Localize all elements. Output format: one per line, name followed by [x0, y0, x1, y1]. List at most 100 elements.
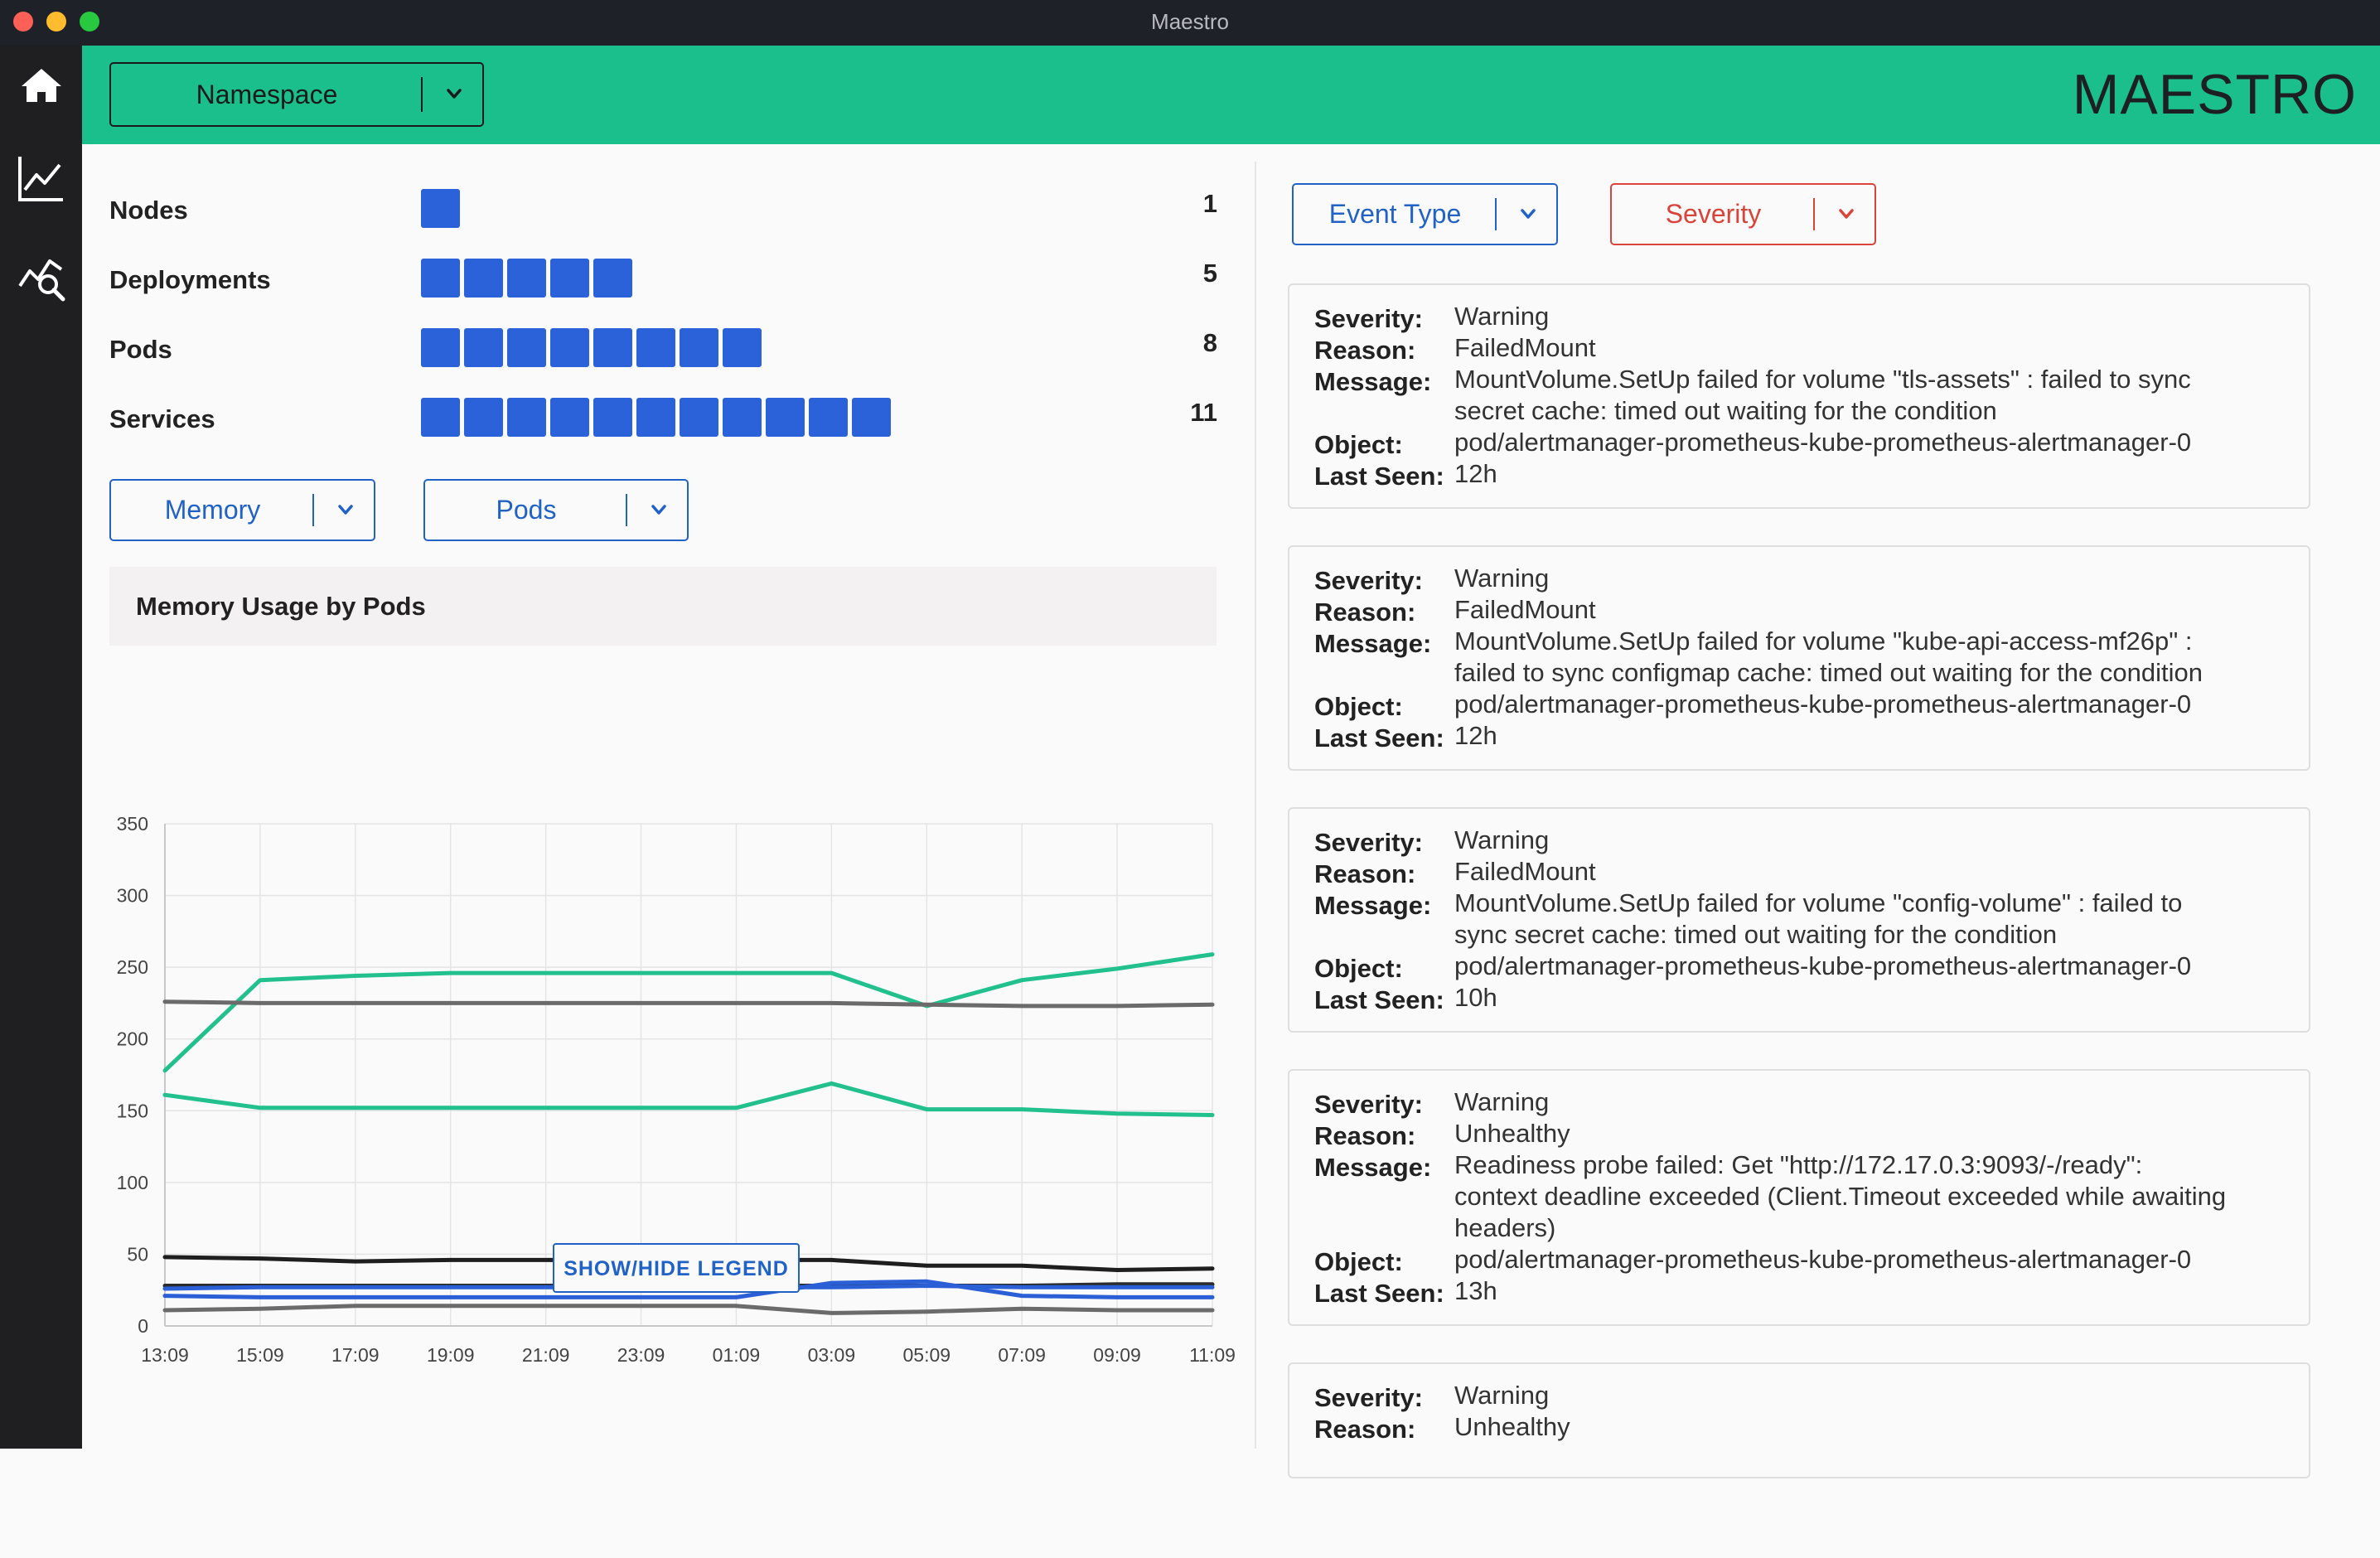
stat-count-nodes: 1 — [1202, 189, 1217, 218]
event-message-key: Message: — [1314, 629, 1432, 658]
event-message-line: MountVolume.SetUp failed for volume "con… — [1454, 888, 2183, 917]
count-block — [421, 398, 460, 437]
y-tick-label: 0 — [138, 1315, 148, 1337]
event-reason-key: Reason: — [1314, 598, 1416, 627]
event-object-value: pod/alertmanager-prometheus-kube-prometh… — [1454, 428, 2192, 457]
dropdown-separator — [1813, 198, 1815, 230]
minimize-window-button[interactable] — [46, 12, 66, 31]
show-hide-legend-button[interactable]: SHOW/HIDE LEGEND — [553, 1243, 800, 1293]
count-block — [593, 398, 632, 437]
x-tick-label: 21:09 — [522, 1344, 570, 1366]
x-tick-label: 07:09 — [998, 1344, 1046, 1366]
count-block — [421, 259, 460, 298]
event-message-line: failed to sync configmap cache: timed ou… — [1454, 658, 2203, 687]
severity-dropdown-label: Severity — [1665, 199, 1762, 229]
window-titlebar: Maestro — [0, 0, 2380, 46]
series-line — [162, 1279, 1215, 1299]
brand-logo: MAESTRO — [2072, 63, 2357, 126]
y-tick-label: 250 — [117, 956, 148, 978]
event-message-line: sync secret cache: timed out waiting for… — [1454, 920, 2058, 949]
count-block — [852, 398, 891, 437]
chart-header: Memory Usage by Pods — [109, 567, 1217, 646]
pane-divider — [1255, 162, 1256, 1449]
chart-title: Memory Usage by Pods — [136, 592, 426, 621]
x-tick-label: 09:09 — [1093, 1344, 1141, 1366]
sidebar-item-home[interactable] — [17, 60, 66, 110]
event-card: Severity: Warning Reason: FailedMount Me… — [1288, 283, 2310, 509]
stat-blocks-pods — [421, 328, 762, 368]
count-block — [464, 398, 503, 437]
stat-blocks-deployments — [421, 259, 632, 298]
scope-dropdown-label: Pods — [496, 495, 557, 525]
namespace-dropdown[interactable]: Namespace — [109, 62, 484, 127]
chevron-down-icon — [447, 89, 462, 99]
event-type-dropdown[interactable]: Event Type — [1292, 183, 1558, 245]
count-block — [507, 259, 546, 298]
x-tick-label: 05:09 — [902, 1344, 951, 1366]
count-block — [636, 328, 675, 367]
stat-label-pods: Pods — [109, 335, 172, 364]
event-last-seen-value: 12h — [1454, 459, 1497, 488]
count-block — [593, 328, 632, 367]
top-bar: Namespace MAESTRO — [82, 46, 2380, 144]
event-message-key: Message: — [1314, 1153, 1432, 1182]
stat-label-nodes: Nodes — [109, 196, 188, 225]
event-reason-key: Reason: — [1314, 859, 1416, 888]
stat-count-deployments: 5 — [1202, 259, 1217, 288]
event-message-key: Message: — [1314, 367, 1432, 396]
event-message-line: Readiness probe failed: Get "http://172.… — [1454, 1150, 2143, 1179]
series-line — [162, 999, 1215, 1009]
dropdown-separator — [312, 494, 314, 526]
event-reason-value: FailedMount — [1454, 333, 1596, 362]
event-severity-value: Warning — [1454, 564, 1550, 593]
event-object-key: Object: — [1314, 954, 1403, 983]
stat-count-pods: 8 — [1202, 328, 1217, 357]
chart-search-icon — [18, 259, 65, 302]
severity-dropdown[interactable]: Severity — [1610, 183, 1876, 245]
event-severity-value: Warning — [1454, 302, 1550, 331]
metric-dropdown[interactable]: Memory — [109, 479, 375, 541]
stat-blocks-services — [421, 398, 891, 438]
x-tick-label: 11:09 — [1189, 1344, 1236, 1366]
event-object-key: Object: — [1314, 692, 1403, 721]
event-object-value: pod/alertmanager-prometheus-kube-prometh… — [1454, 951, 2192, 980]
x-tick-label: 13:09 — [141, 1344, 189, 1366]
event-card: Severity: Warning Reason: Unhealthy — [1288, 1362, 2310, 1478]
x-tick-label: 01:09 — [713, 1344, 761, 1366]
event-object-key: Object: — [1314, 1247, 1403, 1276]
chevron-down-icon — [651, 505, 666, 515]
cluster-overview-panel: Nodes 1 Deployments 5 Pods 8 Services 11… — [82, 144, 1255, 1449]
x-tick-label: 17:09 — [331, 1344, 380, 1366]
home-icon — [22, 69, 61, 102]
event-last-seen-key: Last Seen: — [1314, 462, 1444, 491]
sidebar-item-metrics[interactable] — [17, 153, 66, 203]
count-block — [636, 398, 675, 437]
scope-dropdown[interactable]: Pods — [423, 479, 689, 541]
count-block — [464, 328, 503, 367]
sidebar-item-analysis[interactable] — [17, 253, 66, 302]
maximize-window-button[interactable] — [80, 12, 99, 31]
event-card: Severity: Warning Reason: FailedMount Me… — [1288, 545, 2310, 771]
close-window-button[interactable] — [13, 12, 33, 31]
event-severity-value: Warning — [1454, 1087, 1550, 1116]
stat-label-deployments: Deployments — [109, 265, 271, 294]
event-card: Severity: Warning Reason: Unhealthy Mess… — [1288, 1069, 2310, 1326]
y-tick-label: 350 — [117, 813, 148, 835]
series-line — [162, 1304, 1215, 1315]
event-last-seen-value: 10h — [1454, 983, 1497, 1012]
event-last-seen-value: 13h — [1454, 1276, 1497, 1305]
count-block — [593, 259, 632, 298]
event-severity-key: Severity: — [1314, 1383, 1423, 1412]
count-block — [550, 259, 589, 298]
chevron-down-icon — [1839, 209, 1854, 219]
event-message-line: MountVolume.SetUp failed for volume "tls… — [1454, 365, 2191, 394]
event-severity-key: Severity: — [1314, 828, 1423, 857]
count-block — [809, 398, 848, 437]
event-message-key: Message: — [1314, 891, 1432, 920]
dropdown-separator — [626, 494, 627, 526]
y-tick-label: 150 — [117, 1100, 148, 1121]
event-message-line: secret cache: timed out waiting for the … — [1454, 396, 1997, 425]
count-block — [550, 398, 589, 437]
event-reason-value: FailedMount — [1454, 595, 1596, 624]
event-object-value: pod/alertmanager-prometheus-kube-prometh… — [1454, 1245, 2192, 1274]
